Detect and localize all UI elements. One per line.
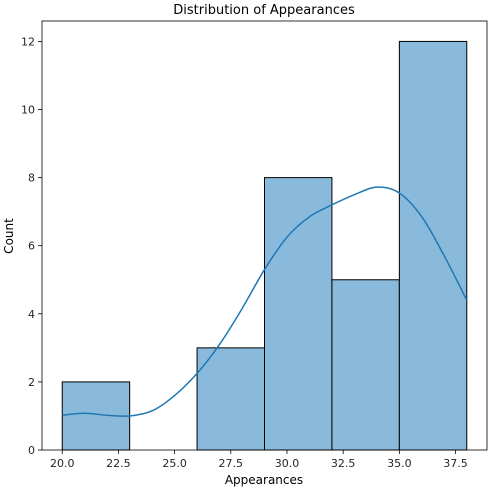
y-axis-label: Count [2,218,16,254]
kde-line [62,186,468,417]
x-tick-label: 35.0 [387,457,412,470]
histogram-bar-5 [398,40,468,451]
histogram-bar-2 [196,347,265,451]
y-axis-ticks: 0 2 4 6 8 10 12 [21,35,42,457]
x-tick-label: 22.5 [106,457,131,470]
y-tick-label: 2 [28,376,35,389]
x-tick-label: 20.0 [50,457,75,470]
x-tick-label: 37.5 [443,457,468,470]
y-tick-label: 4 [28,308,35,321]
x-tick-label: 30.0 [275,457,300,470]
x-tick-label: 32.5 [331,457,356,470]
chart-title: Distribution of Appearances [173,3,355,18]
bars-group [61,40,468,451]
y-tick-label: 10 [21,104,35,117]
x-axis-label: Appearances [225,473,303,487]
y-tick-label: 6 [28,240,35,253]
plot-frame [41,20,488,451]
histogram-bar-3 [264,177,333,451]
x-axis-ticks: 20.0 22.5 25.0 27.5 30.0 32.5 35.0 37.5 [50,450,468,470]
y-tick-label: 12 [21,35,35,48]
y-tick-label: 0 [28,444,35,457]
histogram-bar-4 [331,279,400,451]
x-tick-label: 27.5 [219,457,244,470]
x-tick-label: 25.0 [162,457,187,470]
y-tick-label: 8 [28,172,35,185]
